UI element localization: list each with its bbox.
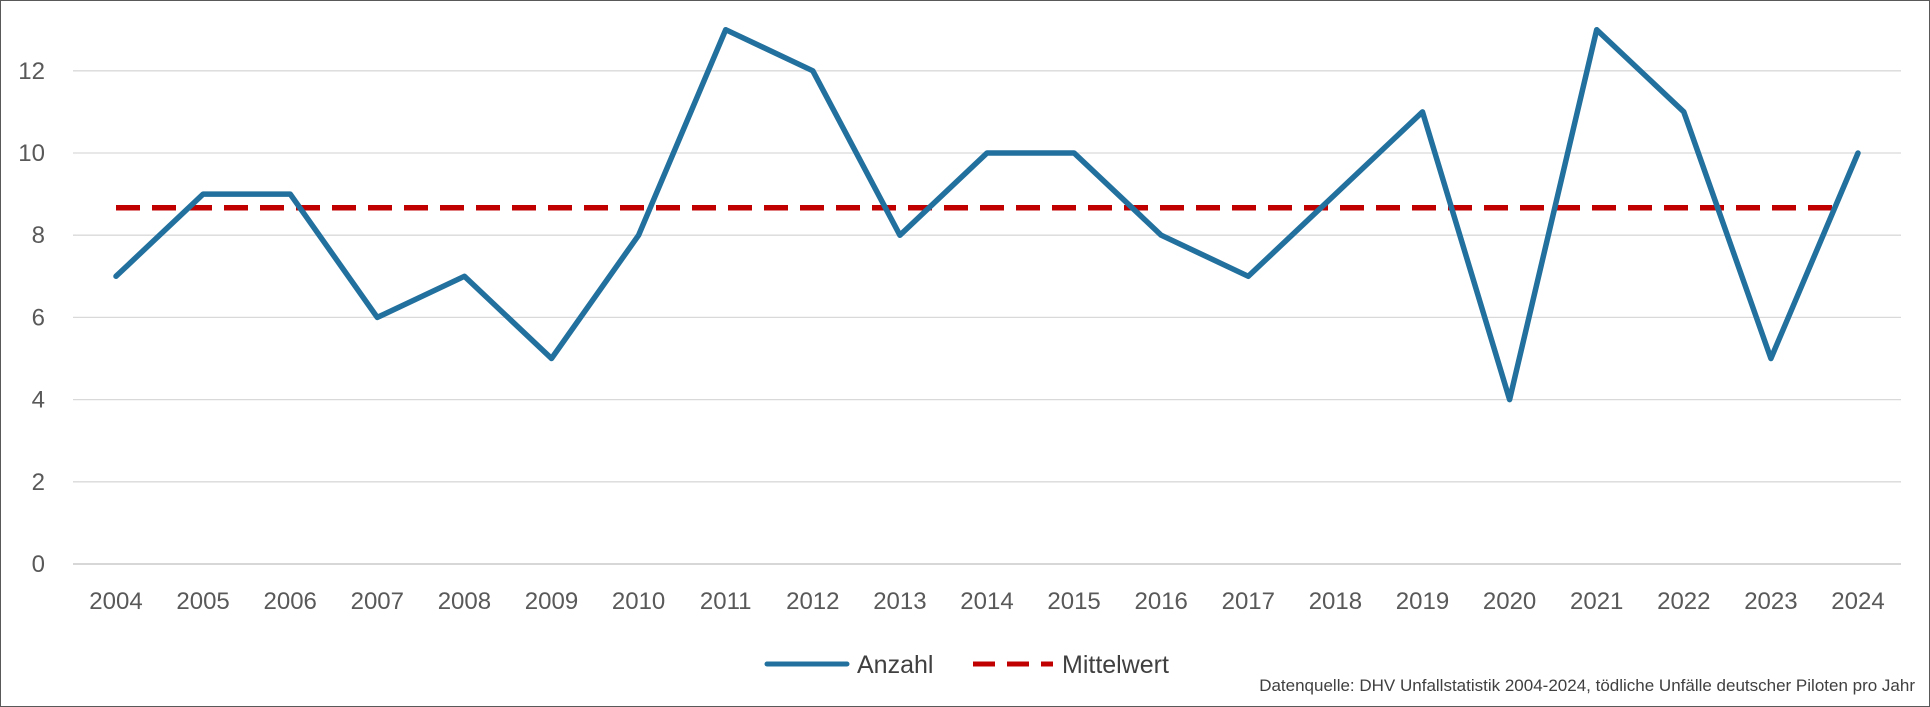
x-tick-label: 2024 bbox=[1831, 588, 1884, 615]
x-tick-label: 2022 bbox=[1657, 588, 1710, 615]
x-tick-label: 2008 bbox=[438, 588, 491, 615]
x-axis-ticks: 2004 2005 2006 2007 2008 2009 2010 2011 2012 2013… bbox=[89, 588, 1884, 615]
legend: Anzahl Mittelwert bbox=[764, 651, 1169, 679]
x-tick-label: 2016 bbox=[1135, 588, 1188, 615]
x-tick-label: 2019 bbox=[1396, 588, 1449, 615]
y-tick-label: 2 bbox=[32, 469, 45, 496]
x-tick-label: 2005 bbox=[176, 588, 229, 615]
y-tick-label: 10 bbox=[18, 140, 45, 167]
x-tick-label: 2018 bbox=[1309, 588, 1362, 615]
y-tick-label: 12 bbox=[18, 58, 45, 85]
y-tick-label: 8 bbox=[32, 222, 45, 249]
x-tick-label: 2012 bbox=[786, 588, 839, 615]
legend-label-mittelwert: Mittelwert bbox=[1062, 651, 1169, 679]
series-lines bbox=[113, 26, 1861, 403]
y-tick-label: 6 bbox=[32, 304, 45, 331]
legend-label-anzahl: Anzahl bbox=[857, 651, 933, 679]
x-tick-label: 2011 bbox=[700, 588, 752, 615]
x-tick-label: 2004 bbox=[89, 588, 142, 615]
y-axis-ticks: 0 2 4 6 8 10 12 bbox=[18, 58, 45, 578]
x-tick-label: 2013 bbox=[873, 588, 926, 615]
x-tick-label: 2006 bbox=[264, 588, 317, 615]
source-note: Datenquelle: DHV Unfallstatistik 2004-20… bbox=[1259, 676, 1915, 695]
x-tick-label: 2020 bbox=[1483, 588, 1536, 615]
x-tick-label: 2017 bbox=[1222, 588, 1275, 615]
x-tick-label: 2009 bbox=[525, 588, 578, 615]
y-tick-label: 0 bbox=[32, 551, 45, 578]
x-tick-label: 2014 bbox=[960, 588, 1013, 615]
y-tick-label: 4 bbox=[32, 387, 45, 414]
x-tick-label: 2021 bbox=[1570, 588, 1623, 615]
x-tick-label: 2010 bbox=[612, 588, 665, 615]
x-tick-label: 2007 bbox=[351, 588, 404, 615]
x-tick-label: 2015 bbox=[1047, 588, 1100, 615]
series-line-anzahl bbox=[113, 26, 1861, 403]
gridlines bbox=[73, 70, 1901, 565]
x-tick-label: 2023 bbox=[1744, 588, 1797, 615]
